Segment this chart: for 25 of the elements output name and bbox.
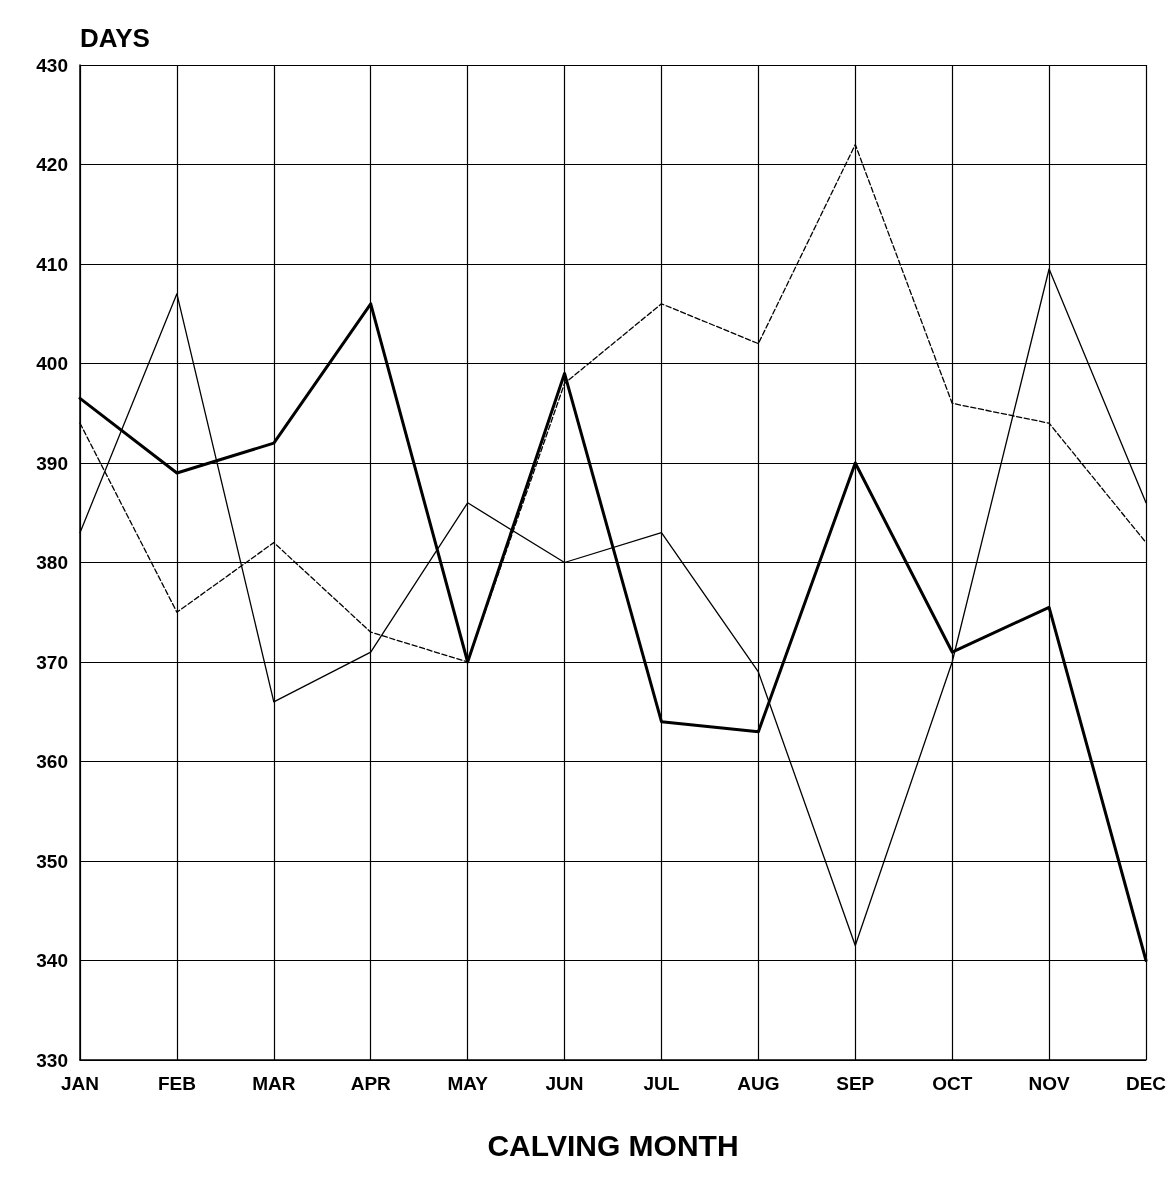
x-tick-label: MAR bbox=[252, 1073, 296, 1094]
y-tick-label: 410 bbox=[36, 253, 68, 275]
y-tick-label: 360 bbox=[36, 751, 68, 772]
x-tick-label: DEC bbox=[1125, 1073, 1167, 1094]
y-tick-label: 370 bbox=[36, 651, 68, 673]
y-tick-label: 420 bbox=[36, 154, 68, 175]
y-tick-label: 350 bbox=[36, 850, 68, 872]
y-tick-label: 340 bbox=[36, 950, 68, 971]
x-tick-label: APR bbox=[350, 1073, 392, 1094]
y-tick-label: 430 bbox=[36, 54, 68, 76]
y-axis-title: DAYS bbox=[80, 23, 150, 53]
x-axis-title: CALVING MONTH bbox=[487, 1128, 739, 1162]
y-tick-label: 390 bbox=[36, 452, 68, 474]
y-tick-label: 380 bbox=[36, 552, 68, 573]
x-tick-label: FEB bbox=[157, 1073, 196, 1094]
x-tick-label: OCT bbox=[932, 1073, 973, 1094]
x-tick-label: JAN bbox=[60, 1073, 100, 1094]
x-tick-label: MAY bbox=[447, 1073, 489, 1094]
x-tick-label: AUG bbox=[737, 1073, 780, 1094]
x-tick-label: JUN bbox=[545, 1073, 584, 1094]
x-tick-label: NOV bbox=[1028, 1073, 1070, 1094]
y-tick-label: 400 bbox=[36, 353, 68, 374]
x-tick-label: SEP bbox=[836, 1073, 875, 1094]
y-tick-label: 330 bbox=[36, 1049, 68, 1071]
x-tick-label: JUL bbox=[643, 1073, 680, 1094]
